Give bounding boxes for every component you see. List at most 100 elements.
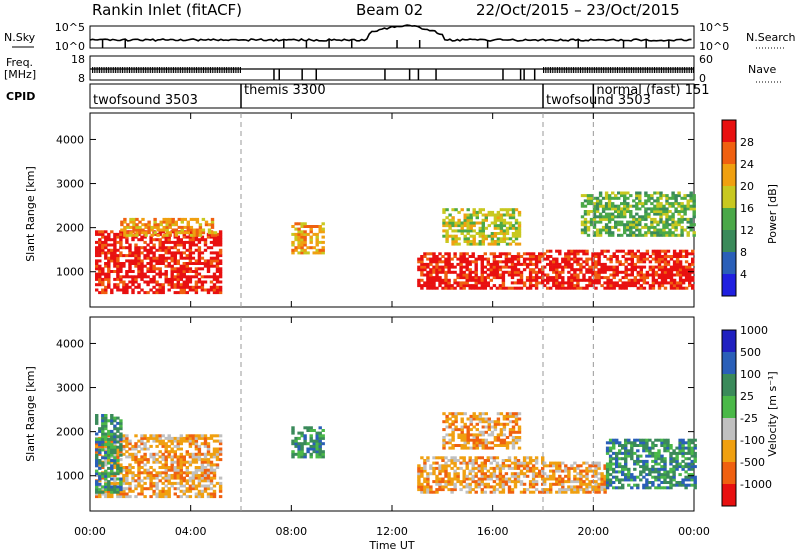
heatmap-cell [487,433,491,437]
heatmap-cell [209,436,214,440]
heatmap-cell [592,225,597,229]
heatmap-cell [576,257,580,261]
heatmap-cell [474,459,478,462]
heatmap-cell [492,284,497,288]
heatmap-cell [110,429,114,433]
heatmap-cell [110,481,114,485]
heatmap-cell [432,456,436,460]
nsky-strip [89,25,695,49]
heatmap-cell [149,235,153,239]
heatmap-cell [507,490,512,494]
heatmap-cell [570,490,574,494]
heatmap-cell [585,490,589,494]
heatmap-cell [420,268,424,272]
heatmap-cell [483,284,487,288]
heatmap-cell [620,207,624,211]
heatmap-cell [659,202,663,206]
heatmap-cell [605,486,610,490]
colorbar-swatch [722,120,736,142]
heatmap-cell [218,272,223,276]
heatmap-cell [514,436,519,439]
colorbar-swatch [722,252,736,274]
heatmap-cell [429,464,433,468]
heatmap-cell [107,280,111,284]
heatmap-cell [608,462,613,466]
heatmap-cell [152,484,156,488]
heatmap-cell [131,471,135,475]
heatmap-cell [459,265,463,269]
heatmap-cell [617,204,621,208]
heatmap-cell [598,215,603,219]
heatmap-cell [101,248,105,252]
heatmap-cell [496,226,501,230]
heatmap-cell [612,486,616,490]
heatmap-cell [564,490,568,494]
heatmap-cell [119,488,123,492]
heatmap-cell [669,278,674,282]
heatmap-cell [607,194,612,198]
heatmap-cell [630,449,634,453]
heatmap-cell [318,439,322,443]
colorbar-swatch [722,164,736,186]
heatmap-cell [671,196,675,200]
heatmap-cell [493,428,498,432]
heatmap-cell [561,485,565,489]
heatmap-cell [417,257,421,261]
heatmap-cell [104,414,108,417]
heatmap-cell [595,199,600,203]
heatmap-cell [200,288,205,292]
heatmap-cell [194,466,199,469]
heatmap-cell [459,284,463,288]
heatmap-cell [146,262,150,265]
heatmap-cell [164,479,168,483]
heatmap-cell [472,433,476,437]
heatmap-cell [516,474,521,478]
heatmap-cell [462,252,466,256]
heatmap-cell [681,459,685,463]
heatmap-cell [462,461,466,465]
heatmap-cell [638,233,642,237]
heatmap-cell [155,439,159,443]
heatmap-cell [561,260,565,264]
heatmap-cell [678,286,683,290]
heatmap-cell [605,462,610,466]
heatmap-cell [501,474,506,478]
heatmap-cell [209,259,214,263]
heatmap-cell [158,267,162,271]
heatmap-cell [620,220,624,224]
heatmap-cell [651,483,655,487]
heatmap-cell [489,472,493,476]
heatmap-cell [591,252,595,256]
heatmap-cell [487,417,491,421]
heatmap-cell [179,283,183,287]
heatmap-cell [451,229,455,233]
heatmap-cell [659,210,663,213]
heatmap-cell [678,473,682,477]
heatmap-cell [582,260,586,264]
heatmap-cell [683,212,687,216]
heatmap-cell [678,438,682,442]
heatmap-cell [478,234,482,238]
heatmap-cell [618,478,622,482]
heatmap-cell [149,487,153,491]
heatmap-cell [173,487,177,491]
heatmap-cell [674,220,678,224]
heatmap-cell [206,270,211,273]
heatmap-cell [161,262,165,265]
heatmap-cell [534,260,539,264]
heatmap-cell [615,265,619,269]
heatmap-cell [176,251,180,255]
heatmap-cell [462,265,466,269]
heatmap-cell [98,254,102,258]
heatmap-cell [618,457,622,461]
heatmap-cell [116,288,120,292]
heatmap-cell [624,446,628,450]
heatmap-cell [98,246,102,250]
heatmap-cell [589,220,594,224]
heatmap-cell [321,436,325,440]
heatmap-cell [128,487,132,491]
heatmap-cell [137,254,141,258]
heatmap-cell [110,464,114,468]
heatmap-cell [140,447,144,451]
heatmap-cell [188,243,193,247]
